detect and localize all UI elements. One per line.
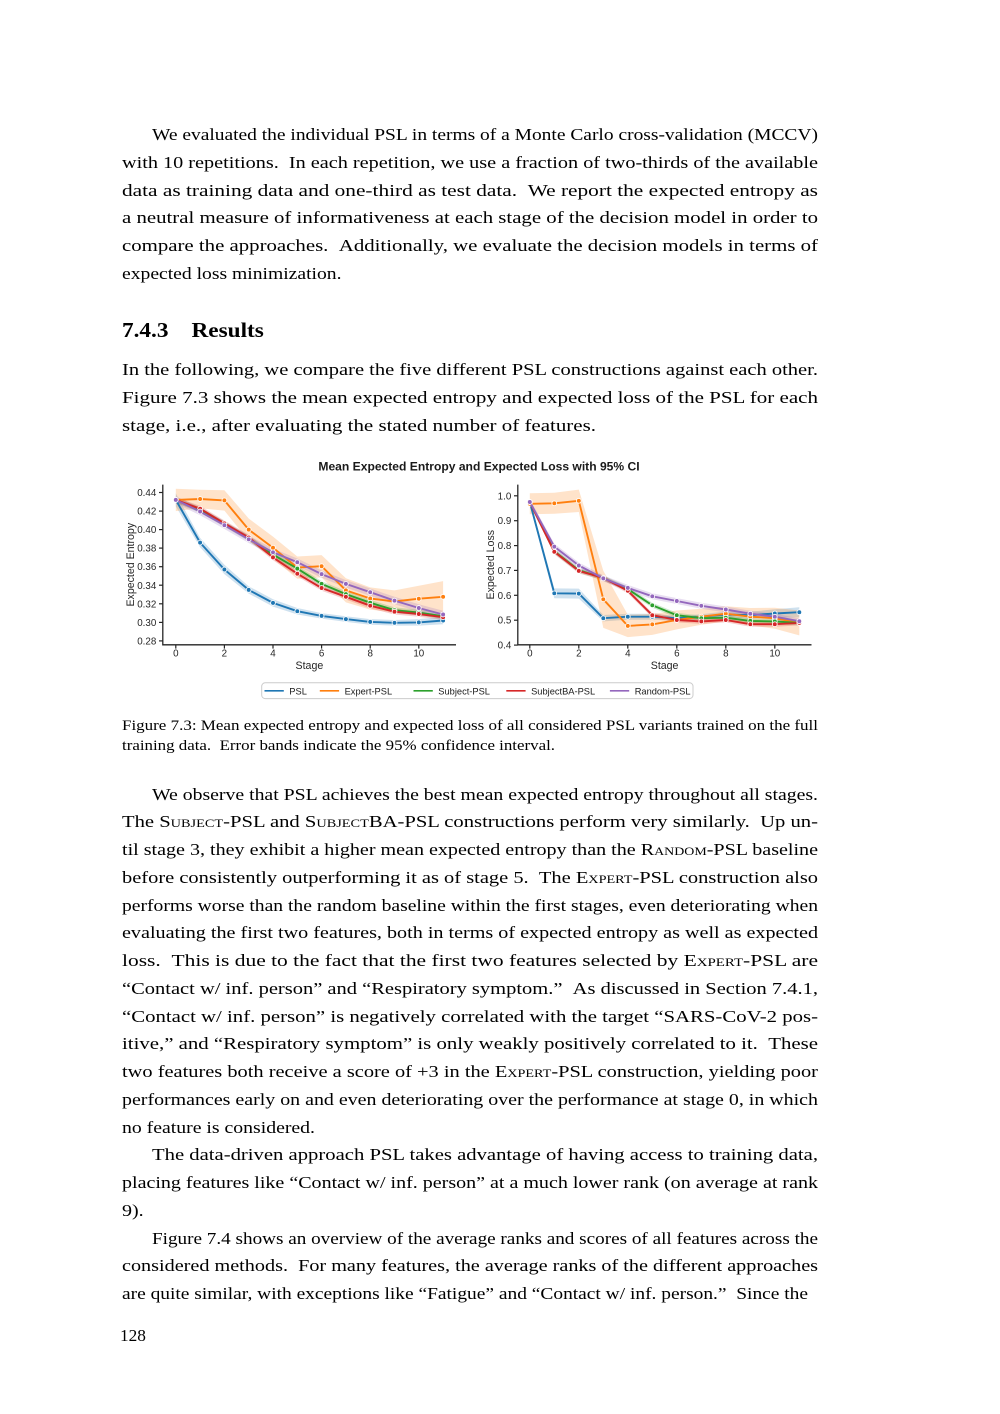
svg-text:0.44: 0.44 xyxy=(137,488,157,499)
svg-text:6: 6 xyxy=(674,649,680,660)
svg-text:0.30: 0.30 xyxy=(137,618,157,629)
svg-text:1.0: 1.0 xyxy=(498,491,512,502)
svg-text:0.5: 0.5 xyxy=(498,616,512,627)
svg-text:0.32: 0.32 xyxy=(137,599,156,610)
svg-text:Expected Loss: Expected Loss xyxy=(485,530,497,600)
svg-text:Stage: Stage xyxy=(296,660,324,672)
svg-text:8: 8 xyxy=(723,649,729,660)
svg-text:0.42: 0.42 xyxy=(137,507,156,518)
svg-text:0: 0 xyxy=(173,649,179,660)
svg-text:Expert-PSL: Expert-PSL xyxy=(345,686,393,696)
svg-text:0.4: 0.4 xyxy=(498,641,512,652)
svg-text:SubjectBA-PSL: SubjectBA-PSL xyxy=(531,686,595,696)
svg-text:0.6: 0.6 xyxy=(498,591,512,602)
svg-text:4: 4 xyxy=(625,649,631,660)
svg-text:0.28: 0.28 xyxy=(137,636,157,647)
svg-text:Subject-PSL: Subject-PSL xyxy=(438,686,490,696)
svg-text:PSL: PSL xyxy=(289,686,307,696)
svg-text:0.8: 0.8 xyxy=(498,541,512,552)
svg-text:6: 6 xyxy=(319,649,325,660)
svg-text:Random-PSL: Random-PSL xyxy=(635,686,691,696)
svg-text:4: 4 xyxy=(270,649,276,660)
svg-text:10: 10 xyxy=(413,649,424,660)
svg-text:0: 0 xyxy=(527,649,533,660)
svg-text:0.36: 0.36 xyxy=(137,562,157,573)
svg-text:0.9: 0.9 xyxy=(498,516,512,527)
svg-text:0.40: 0.40 xyxy=(137,525,157,536)
svg-text:8: 8 xyxy=(367,649,373,660)
svg-text:2: 2 xyxy=(576,649,581,660)
svg-text:Stage: Stage xyxy=(651,660,679,672)
svg-text:0.34: 0.34 xyxy=(137,581,157,592)
svg-text:0.7: 0.7 xyxy=(498,566,512,577)
svg-text:Expected Entropy: Expected Entropy xyxy=(125,522,137,606)
svg-text:0.38: 0.38 xyxy=(137,544,157,555)
svg-text:Mean Expected Entropy and Expe: Mean Expected Entropy and Expected Loss … xyxy=(318,459,639,473)
svg-text:2: 2 xyxy=(222,649,227,660)
svg-text:10: 10 xyxy=(769,649,780,660)
